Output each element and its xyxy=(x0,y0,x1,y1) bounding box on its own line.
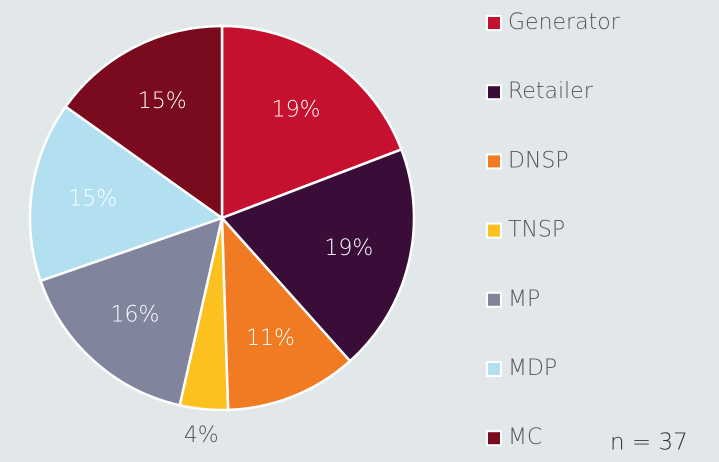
legend-swatch xyxy=(486,291,502,308)
data-label: 15% xyxy=(138,89,187,114)
legend-label: TNSP xyxy=(508,218,565,243)
legend-label: DNSP xyxy=(508,148,569,173)
legend-swatch xyxy=(486,430,502,447)
pie-slice xyxy=(28,104,225,283)
data-label: 15% xyxy=(68,186,117,211)
pie-slice xyxy=(220,24,403,220)
pie-slice xyxy=(219,147,416,363)
legend-label: MP xyxy=(508,287,540,312)
data-label: 19% xyxy=(272,97,321,122)
data-label: 4% xyxy=(184,423,219,448)
annotation: n = 37 xyxy=(610,430,688,456)
legend-swatch xyxy=(486,222,502,239)
pie-slice xyxy=(220,214,352,412)
pie-slice xyxy=(63,24,224,221)
pie-slice xyxy=(38,216,224,407)
legend-swatch xyxy=(486,15,502,31)
data-label: 19% xyxy=(324,236,373,261)
data-label: 16% xyxy=(110,302,159,327)
legend-swatch xyxy=(486,84,502,101)
legend-swatch xyxy=(486,361,502,377)
legend-label: MC xyxy=(508,425,542,450)
legend-label: MDP xyxy=(508,356,557,381)
legend-swatch xyxy=(486,153,502,170)
legend-label: Retailer xyxy=(508,79,594,104)
legend-label: Generator xyxy=(508,10,621,35)
data-label: 11% xyxy=(246,326,295,351)
